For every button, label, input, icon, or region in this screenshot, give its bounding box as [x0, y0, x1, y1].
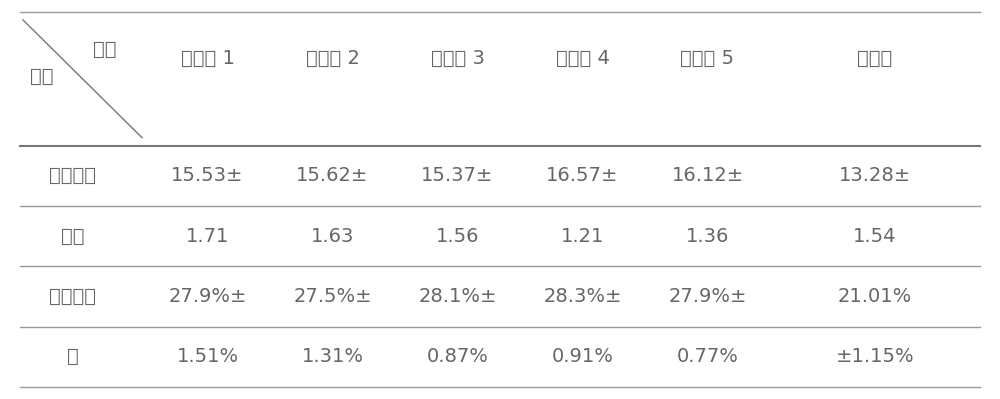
- Text: 28.3%±: 28.3%±: [543, 287, 622, 306]
- Text: ±1.15%: ±1.15%: [836, 348, 914, 366]
- Text: 1.51%: 1.51%: [176, 348, 239, 366]
- Text: 21.01%: 21.01%: [838, 287, 912, 306]
- Text: 对照组: 对照组: [857, 49, 893, 68]
- Text: 注入组 2: 注入组 2: [306, 49, 359, 68]
- Text: 1.71: 1.71: [186, 227, 229, 246]
- Text: 16.12±: 16.12±: [671, 166, 744, 185]
- Text: 量: 量: [67, 348, 78, 366]
- Text: 15.37±: 15.37±: [421, 166, 494, 185]
- Text: 毛状根生: 毛状根生: [49, 166, 96, 185]
- Text: 16.57±: 16.57±: [546, 166, 619, 185]
- Text: 注入组 3: 注入组 3: [431, 49, 484, 68]
- Text: 组别: 组别: [93, 40, 117, 59]
- Text: 黄芩苷含: 黄芩苷含: [49, 287, 96, 306]
- Text: 27.9%±: 27.9%±: [168, 287, 247, 306]
- Text: 28.1%±: 28.1%±: [418, 287, 497, 306]
- Text: 13.28±: 13.28±: [839, 166, 911, 185]
- Text: 1.36: 1.36: [686, 227, 729, 246]
- Text: 1.56: 1.56: [436, 227, 479, 246]
- Text: 15.53±: 15.53±: [171, 166, 244, 185]
- Text: 注入组 5: 注入组 5: [680, 49, 734, 68]
- Text: 27.9%±: 27.9%±: [668, 287, 747, 306]
- Text: 0.87%: 0.87%: [427, 348, 488, 366]
- Text: 27.5%±: 27.5%±: [293, 287, 372, 306]
- Text: 15.62±: 15.62±: [296, 166, 369, 185]
- Text: 1.31%: 1.31%: [302, 348, 364, 366]
- Text: 1.63: 1.63: [311, 227, 354, 246]
- Text: 0.77%: 0.77%: [677, 348, 738, 366]
- Text: 注入组 4: 注入组 4: [556, 49, 609, 68]
- Text: 成分: 成分: [30, 67, 54, 86]
- Text: 0.91%: 0.91%: [552, 348, 613, 366]
- Text: 1.54: 1.54: [853, 227, 897, 246]
- Text: 物量: 物量: [61, 227, 84, 246]
- Text: 注入组 1: 注入组 1: [181, 49, 234, 68]
- Text: 1.21: 1.21: [561, 227, 604, 246]
